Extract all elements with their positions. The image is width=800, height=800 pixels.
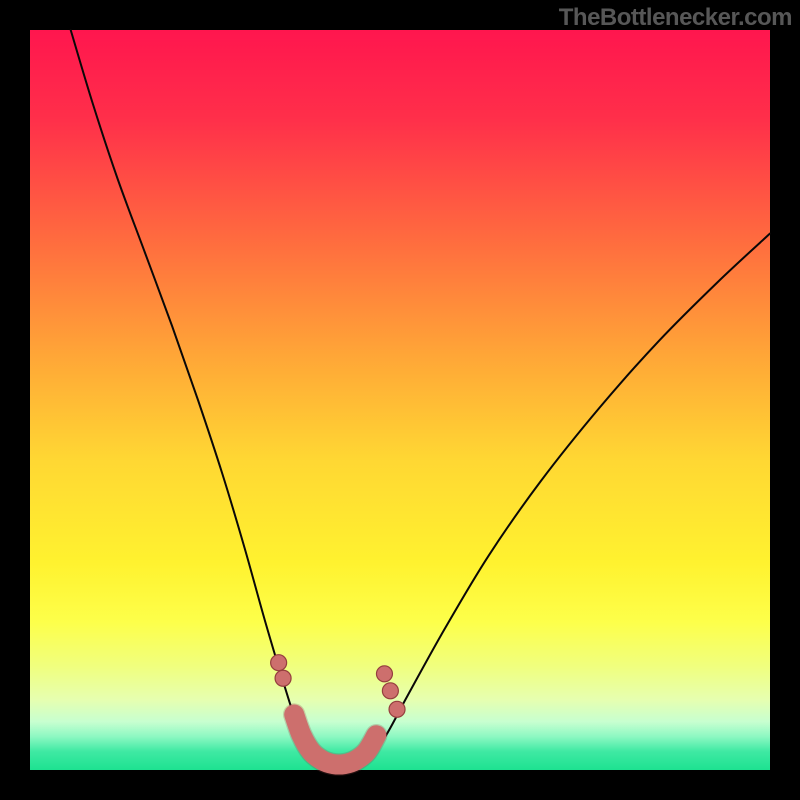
chart-stage: TheBottlenecker.com: [0, 0, 800, 800]
gradient-background: [30, 30, 770, 770]
marker-dot: [376, 666, 392, 682]
chart-svg: [0, 0, 800, 800]
marker-dot: [275, 670, 291, 686]
watermark-text: TheBottlenecker.com: [559, 4, 792, 32]
marker-dot: [389, 701, 405, 717]
marker-dot: [271, 655, 287, 671]
marker-dot: [382, 683, 398, 699]
